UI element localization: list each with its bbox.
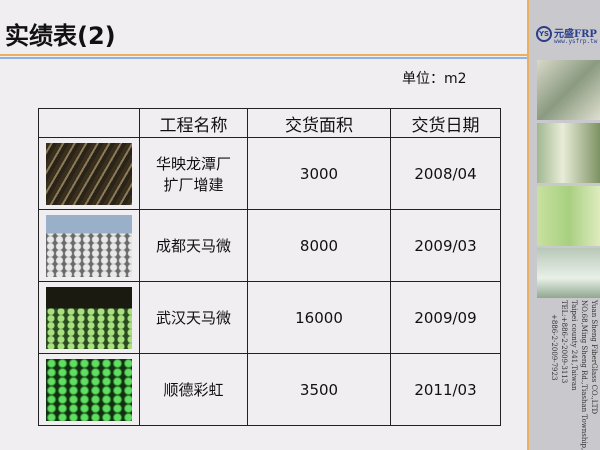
project-photo (46, 358, 132, 421)
sidebar-photo-4 (537, 248, 600, 298)
unit-label: 单位：m2 (402, 71, 467, 87)
project-photo (46, 214, 132, 277)
results-table: 工程名称 交货面积 交货日期 华映龙潭厂扩厂增建 3000 2008/04 成都… (38, 108, 501, 426)
table-row: 武汉天马微 16000 2009/09 (38, 281, 501, 354)
header-photo (38, 108, 140, 138)
project-photo (46, 286, 132, 349)
sidebar: YS 元盛FRP www.ysfrp.tw Yuan Sheng FiberGl… (527, 0, 600, 450)
sidebar-photo-1 (537, 60, 600, 120)
contact-company: Yuan Sheng FiberGlass CO.,LTD (590, 300, 598, 415)
project-name: 顺德彩虹 (139, 353, 248, 426)
company-contact: Yuan Sheng FiberGlass CO.,LTD NO.68,Ming… (533, 300, 599, 450)
page-title: 实绩表(2) (5, 22, 116, 50)
logo-url: www.ysfrp.tw (554, 38, 598, 45)
divider-orange (0, 54, 527, 56)
divider-blue (0, 57, 527, 59)
delivery-date: 2008/04 (390, 137, 501, 210)
logo-name: 元盛FRP (554, 29, 597, 40)
company-logo: YS 元盛FRP www.ysfrp.tw (534, 24, 600, 48)
contact-tel: TEL:+886-2-2009-3113 (560, 300, 568, 384)
delivery-date: 2009/09 (390, 281, 501, 354)
logo-badge: YS (536, 26, 552, 42)
project-name: 华映龙潭厂 (155, 154, 231, 173)
delivery-date: 2011/03 (390, 353, 501, 426)
sidebar-photo-2 (537, 123, 600, 183)
delivery-area: 16000 (247, 281, 391, 354)
project-name-line2: 扩厂增建 (163, 175, 224, 194)
contact-tel-2: +886-2-2009-7923 (550, 314, 558, 381)
delivery-area: 3500 (247, 353, 391, 426)
contact-address-2: Taipei county 241,Taiwan (570, 300, 578, 391)
table-row: 顺德彩虹 3500 2011/03 (38, 353, 501, 426)
contact-address-1: NO.68,Ming Sheng Rd.,Tiashan Township, (580, 300, 588, 450)
sidebar-photo-3 (537, 186, 600, 246)
table-row: 成都天马微 8000 2009/03 (38, 209, 501, 282)
delivery-area: 8000 (247, 209, 391, 282)
project-name: 武汉天马微 (139, 281, 248, 354)
project-name: 成都天马微 (139, 209, 248, 282)
header-project-name: 工程名称 (139, 108, 248, 138)
header-date: 交货日期 (390, 108, 501, 138)
project-photo (46, 142, 132, 205)
table-row: 华映龙潭厂扩厂增建 3000 2008/04 (38, 137, 501, 210)
header-area: 交货面积 (247, 108, 391, 138)
delivery-date: 2009/03 (390, 209, 501, 282)
table-header-row: 工程名称 交货面积 交货日期 (38, 108, 501, 138)
delivery-area: 3000 (247, 137, 391, 210)
